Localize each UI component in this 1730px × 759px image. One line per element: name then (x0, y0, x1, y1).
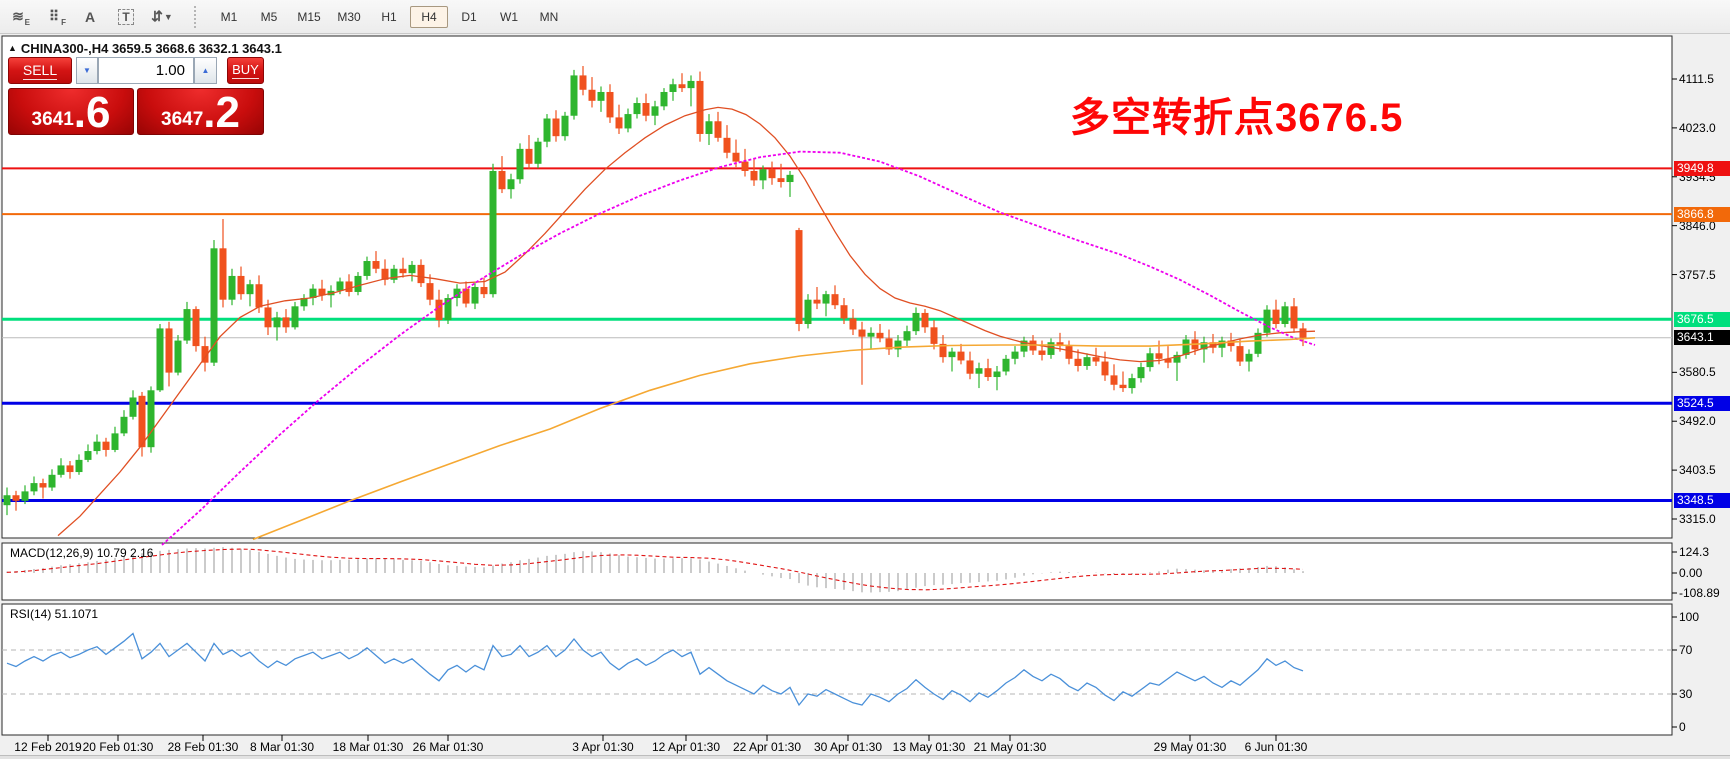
timeframe-h4[interactable]: H4 (410, 5, 448, 28)
buy-price-button[interactable]: 3647.2 (137, 88, 264, 135)
date-label: 8 Mar 01:30 (249, 740, 315, 754)
sell-button[interactable]: SELL (8, 57, 72, 84)
volume-increase-button[interactable]: ▲ (194, 57, 217, 84)
macd-tick-124.3: 124.3 (1679, 545, 1710, 559)
price-line-label-3676.5: 3676.5 (1674, 311, 1730, 327)
symbol-ohlc-text: CHINA300-,H4 3659.5 3668.6 3632.1 3643.1 (20, 41, 282, 56)
date-label: 26 Mar 01:30 (412, 740, 484, 754)
timeframe-m30[interactable]: M30 (337, 9, 361, 24)
date-label: 6 Jun 01:30 (1244, 740, 1308, 754)
volume-decrease-button[interactable]: ▼ (76, 57, 98, 84)
timeframe-buttons: M1 M5 M15 M30 H1 H4 D1 W1 MN (209, 5, 569, 28)
macd-tick-0.00: 0.00 (1679, 566, 1703, 580)
text-box-icon[interactable]: T (110, 4, 142, 30)
grid-icon[interactable]: ⠿ F (48, 8, 66, 27)
macd-tick--108.89: -108.89 (1679, 586, 1720, 600)
date-label: 21 May 01:30 (973, 740, 1047, 754)
macd-label: MACD(12,26,9) 10.79 2.16 (10, 546, 154, 560)
toolbar-separator (194, 5, 201, 28)
volume-input[interactable]: 1.00 (98, 57, 194, 84)
price-tick-4111.5: 4111.5 (1679, 72, 1714, 86)
date-label: 3 Apr 01:30 (572, 740, 634, 754)
date-label: 30 Apr 01:30 (813, 740, 883, 754)
price-line-label-3866.8: 3866.8 (1674, 206, 1730, 222)
timeframe-m5[interactable]: M5 (260, 9, 278, 24)
chart-canvas[interactable] (0, 33, 1730, 759)
buy-button[interactable]: BUY (227, 57, 264, 84)
date-label: 13 May 01:30 (892, 740, 966, 754)
window-bottom-strip (0, 755, 1730, 759)
arrange-icon[interactable]: ⇵ ▼ (151, 8, 173, 24)
price-line-label-3643.1: 3643.1 (1674, 330, 1730, 346)
text-label-icon[interactable]: A (84, 8, 96, 25)
chart-toolbar: ≋ E ⠿ F A T ⇵ ▼ M1 M5 M15 M30 H1 H4 D1 W1 MN (0, 0, 1730, 34)
rsi-tick-30: 30 (1679, 687, 1693, 701)
date-label: 28 Feb 01:30 (167, 740, 239, 754)
price-tick-3846.0: 3846.0 (1679, 218, 1716, 233)
date-label: 20 Feb 01:30 (82, 740, 154, 754)
rsi-tick-70: 70 (1679, 643, 1693, 657)
price-line-label-3348.5: 3348.5 (1674, 492, 1730, 508)
date-label: 12 Feb 2019 (14, 740, 82, 754)
timeframe-d1[interactable]: D1 (461, 9, 477, 24)
indicators-icon[interactable]: ≋ E (12, 8, 30, 27)
price-tick-3403.5: 3403.5 (1679, 463, 1716, 478)
price-line-label-3524.5: 3524.5 (1674, 395, 1730, 411)
timeframe-w1[interactable]: W1 (500, 9, 518, 24)
date-label: 22 Apr 01:30 (732, 740, 802, 754)
date-label: 18 Mar 01:30 (332, 740, 404, 754)
price-tick-3580.5: 3580.5 (1679, 365, 1716, 380)
price-tick-3757.5: 3757.5 (1679, 267, 1716, 282)
price-tick-4023.0: 4023.0 (1679, 120, 1716, 135)
price-line-label-3949.8: 3949.8 (1674, 160, 1730, 176)
timeframe-h1[interactable]: H1 (381, 9, 397, 24)
date-label: 29 May 01:30 (1153, 740, 1227, 754)
rsi-tick-100: 100 (1679, 610, 1700, 624)
one-click-trade-panel: SELL ▼ 1.00 ▲ BUY 3641.6 3647.2 (8, 57, 264, 135)
date-label: 12 Apr 01:30 (651, 740, 721, 754)
pivot-annotation-text: 多空转折点3676.5 (1070, 96, 1404, 140)
chart-symbol-title: ▲ CHINA300-,H4 3659.5 3668.6 3632.1 3643.… (8, 41, 282, 56)
rsi-label: RSI(14) 51.1071 (10, 607, 99, 621)
timeframe-mn[interactable]: MN (539, 9, 559, 24)
chevron-down-icon[interactable]: ▼ (163, 11, 173, 22)
timeframe-m1[interactable]: M1 (220, 9, 238, 24)
chart-window[interactable] (0, 33, 1730, 759)
price-tick-3492.0: 3492.0 (1679, 414, 1716, 429)
price-tick-3315.0: 3315.0 (1679, 512, 1716, 526)
collapse-triangle-icon[interactable]: ▲ (8, 43, 17, 53)
sell-price-button[interactable]: 3641.6 (8, 88, 134, 135)
timeframe-m15[interactable]: M15 (297, 9, 321, 24)
rsi-tick-0: 0 (1679, 720, 1686, 734)
